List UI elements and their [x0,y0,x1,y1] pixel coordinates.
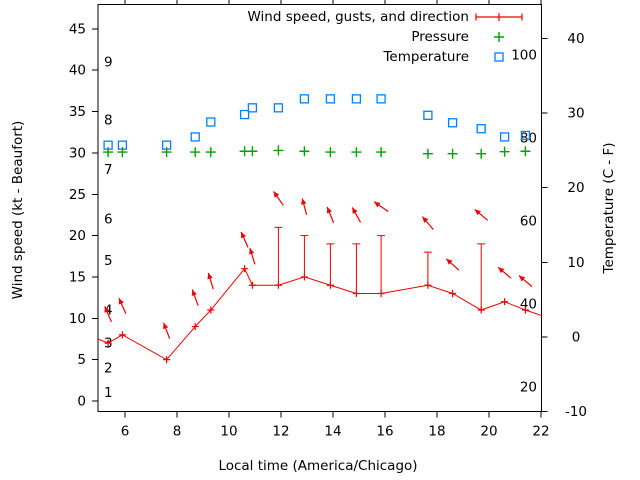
plot-border [97,4,542,412]
square-marker-icon [471,50,527,64]
svg-text:1: 1 [104,385,113,401]
svg-text:8: 8 [173,424,182,440]
svg-text:45: 45 [69,21,86,37]
axis-tick-labels: 6 8 10 12 14 16 18 20 22051015202530354045403020… [69,21,587,439]
y-axis-title-left: Wind speed (kt - Beaufort) [10,120,26,300]
svg-text:35: 35 [69,104,86,120]
pressure-series [103,145,531,159]
y-axis-title-right: Temperature (C - F) [601,142,617,274]
legend-item-temperature: Temperature [247,47,527,67]
plus-marker-icon [471,30,527,44]
svg-text:16: 16 [376,424,393,440]
legend-label-pressure: Pressure [411,29,469,45]
svg-text:22: 22 [532,424,549,440]
wind-speed-series [97,265,543,364]
svg-text:2: 2 [104,360,113,376]
wind-direction-arrows [104,191,533,339]
svg-text:15: 15 [69,269,86,285]
svg-text:60: 60 [520,213,537,229]
svg-text:80: 80 [520,130,537,146]
errorbar-sample-icon [471,10,527,24]
svg-text:20: 20 [567,180,584,196]
svg-text:5: 5 [77,352,86,368]
svg-text:100: 100 [511,47,537,63]
svg-text:9: 9 [104,54,113,70]
wind-gust-bars [274,226,486,311]
svg-text:5: 5 [104,253,113,269]
svg-text:40: 40 [69,63,86,79]
svg-text:10: 10 [69,311,86,327]
legend-label-wind: Wind speed, gusts, and direction [247,9,469,25]
svg-text:18: 18 [428,424,445,440]
svg-text:40: 40 [567,31,584,47]
axis-ticks [92,0,548,418]
svg-text:0: 0 [572,330,581,346]
x-axis-title: Local time (America/Chicago) [218,458,418,474]
legend-item-wind: Wind speed, gusts, and direction [247,7,527,27]
svg-text:20: 20 [69,228,86,244]
svg-text:6: 6 [121,424,130,440]
legend: Wind speed, gusts, and direction Pressur… [247,7,527,67]
svg-text:6: 6 [104,212,113,228]
svg-text:7: 7 [104,162,113,178]
svg-text:14: 14 [324,424,341,440]
temperature-series [103,94,531,150]
svg-text:25: 25 [69,187,86,203]
svg-text:10: 10 [567,255,584,271]
svg-text:10: 10 [220,424,237,440]
svg-text:30: 30 [69,145,86,161]
svg-text:12: 12 [272,424,289,440]
svg-text:-10: -10 [565,404,587,420]
svg-text:8: 8 [104,112,113,128]
svg-text:20: 20 [480,424,497,440]
inner-scale-labels: 12345678910080604020 [104,47,537,401]
svg-text:40: 40 [520,296,537,312]
svg-text:0: 0 [77,394,86,410]
legend-item-pressure: Pressure [247,27,527,47]
svg-text:30: 30 [567,106,584,122]
legend-label-temperature: Temperature [383,49,469,65]
svg-text:20: 20 [520,379,537,395]
